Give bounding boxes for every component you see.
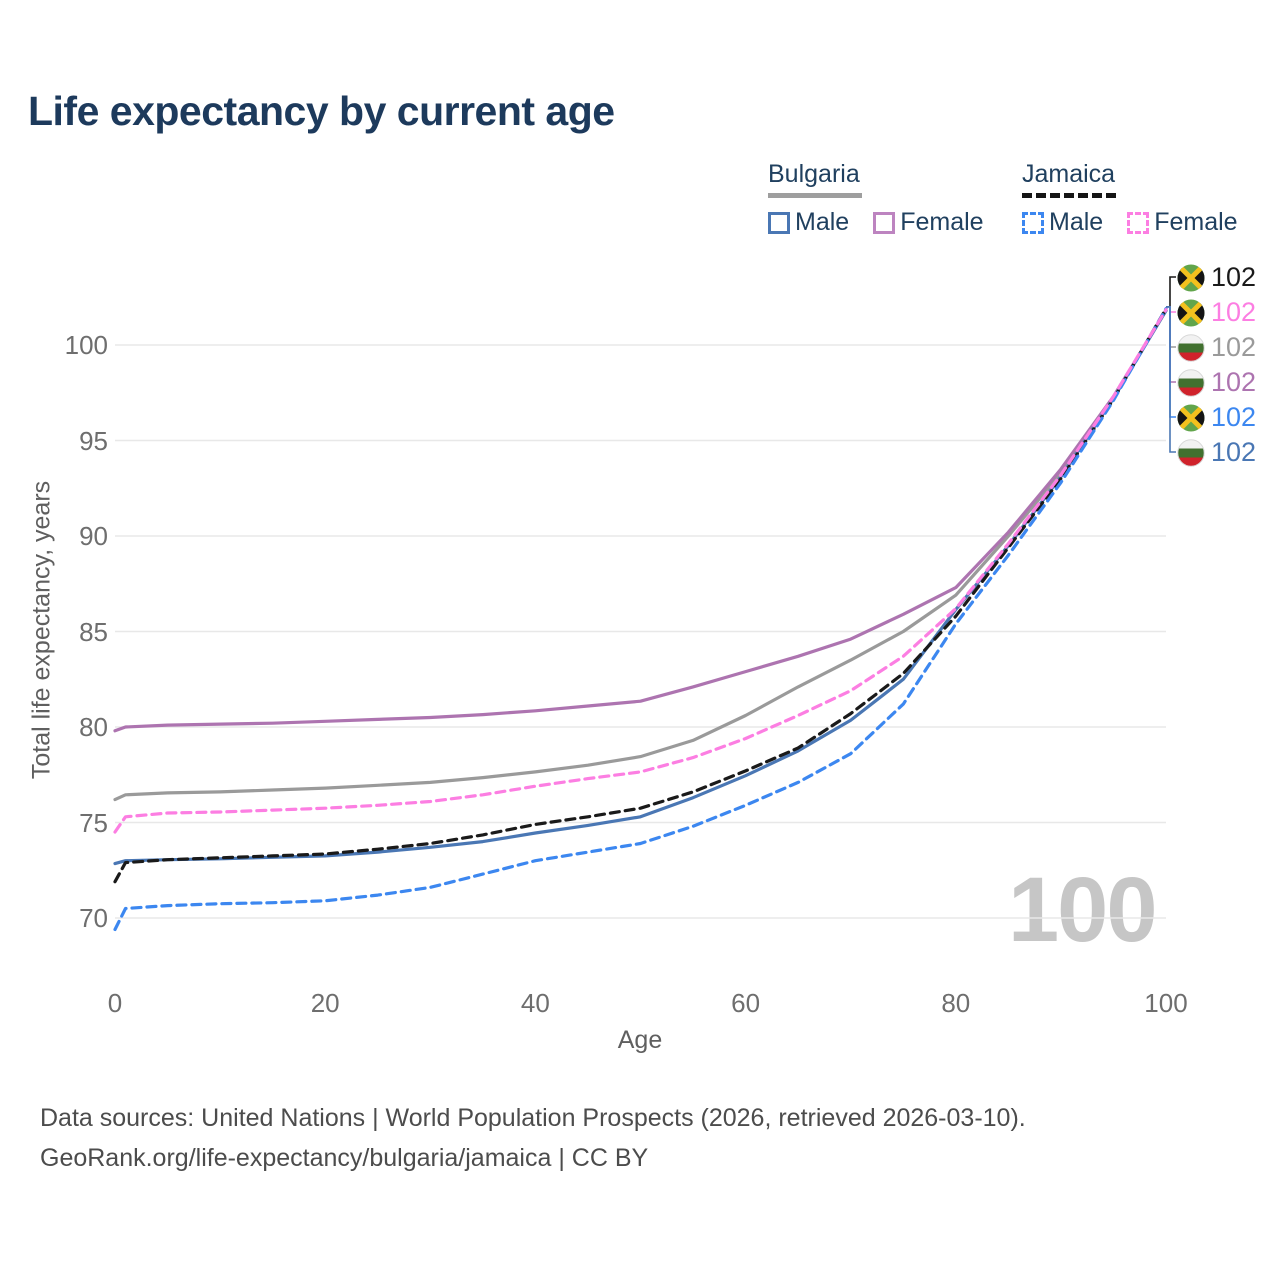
legend-item-label: Female xyxy=(1154,208,1238,236)
bulgaria-flag-icon xyxy=(1177,438,1205,467)
jamaica-flag-icon xyxy=(1177,299,1205,326)
legend-swatch-icon xyxy=(768,211,790,234)
series-line-jamaica-male[interactable] xyxy=(113,307,1168,932)
legend-group-bulgaria: Bulgaria Male Female xyxy=(768,160,1008,237)
jamaica-flag-icon xyxy=(1177,404,1205,431)
y-tick-label: 100 xyxy=(64,330,108,360)
x-tick-label: 40 xyxy=(520,988,550,1018)
end-label-value: 102 xyxy=(1211,437,1257,467)
legend-item-label: Male xyxy=(795,208,850,236)
end-label-value: 102 xyxy=(1211,367,1257,397)
end-label-connector xyxy=(1166,306,1176,453)
page-title: Life expectancy by current age xyxy=(28,88,615,134)
series-line-jamaica-female[interactable] xyxy=(113,308,1168,834)
series-line-bulgaria-female[interactable] xyxy=(113,309,1168,733)
jamaica-flag-icon xyxy=(1177,264,1205,291)
y-tick-label: 75 xyxy=(79,807,108,838)
end-label-row: 102 xyxy=(1177,437,1256,468)
legend-country-label: Bulgaria xyxy=(768,160,860,188)
legend-group-jamaica: Jamaica Male Female xyxy=(1022,160,1262,237)
legend-item-bulgaria-male[interactable]: Male xyxy=(768,208,849,237)
footer-attribution: GeoRank.org/life-expectancy/bulgaria/jam… xyxy=(40,1144,649,1172)
end-label-row: 102 xyxy=(1177,332,1256,363)
end-label-value: 102 xyxy=(1211,297,1257,327)
series-line-bulgaria-total[interactable] xyxy=(113,309,1168,802)
x-tick-label: 60 xyxy=(731,988,761,1018)
legend-item-jamaica-female[interactable]: Female xyxy=(1127,208,1238,237)
legend-swatch-icon xyxy=(1022,211,1044,234)
end-label-connector xyxy=(1166,306,1176,348)
footer-data-sources: Data sources: United Nations | World Pop… xyxy=(40,1104,1026,1132)
end-label-value: 102 xyxy=(1211,402,1257,432)
x-tick-label: 20 xyxy=(310,988,340,1018)
end-label-connector xyxy=(1166,306,1176,418)
y-tick-label: 90 xyxy=(79,521,108,551)
legend-country-linestyle xyxy=(1022,193,1116,198)
series-line-jamaica-total[interactable] xyxy=(113,307,1168,884)
legend-swatch-icon xyxy=(1127,211,1150,234)
x-tick-label: 80 xyxy=(941,988,971,1018)
end-label-row: 102 xyxy=(1177,262,1256,293)
series-line-bulgaria-male[interactable] xyxy=(113,309,1168,866)
legend-swatch-icon xyxy=(873,211,896,234)
end-label-row: 102 xyxy=(1177,402,1256,433)
y-tick-label: 95 xyxy=(79,425,108,456)
legend-country-linestyle xyxy=(768,193,862,198)
legend-item-label: Female xyxy=(900,208,984,236)
x-tick-label: 100 xyxy=(1144,988,1188,1018)
y-tick-label: 70 xyxy=(79,903,108,933)
y-tick-label: 80 xyxy=(79,712,108,742)
end-label-row: 102 xyxy=(1177,367,1256,398)
end-label-row: 102 xyxy=(1177,297,1256,328)
legend-item-bulgaria-female[interactable]: Female xyxy=(873,208,984,237)
x-tick-label: 0 xyxy=(107,988,123,1018)
legend-item-label: Male xyxy=(1049,208,1104,236)
legend-item-jamaica-male[interactable]: Male xyxy=(1022,208,1103,237)
bulgaria-flag-icon xyxy=(1177,368,1205,397)
x-axis-title: Age xyxy=(617,1026,663,1054)
end-label-connector xyxy=(1166,276,1176,308)
end-label-connector xyxy=(1166,306,1176,383)
end-label-value: 102 xyxy=(1211,332,1257,362)
bulgaria-flag-icon xyxy=(1177,333,1205,362)
age-watermark: 100 xyxy=(1008,859,1157,961)
end-label-value: 102 xyxy=(1211,262,1257,292)
y-tick-label: 85 xyxy=(79,616,108,647)
legend-country-label: Jamaica xyxy=(1022,160,1116,188)
